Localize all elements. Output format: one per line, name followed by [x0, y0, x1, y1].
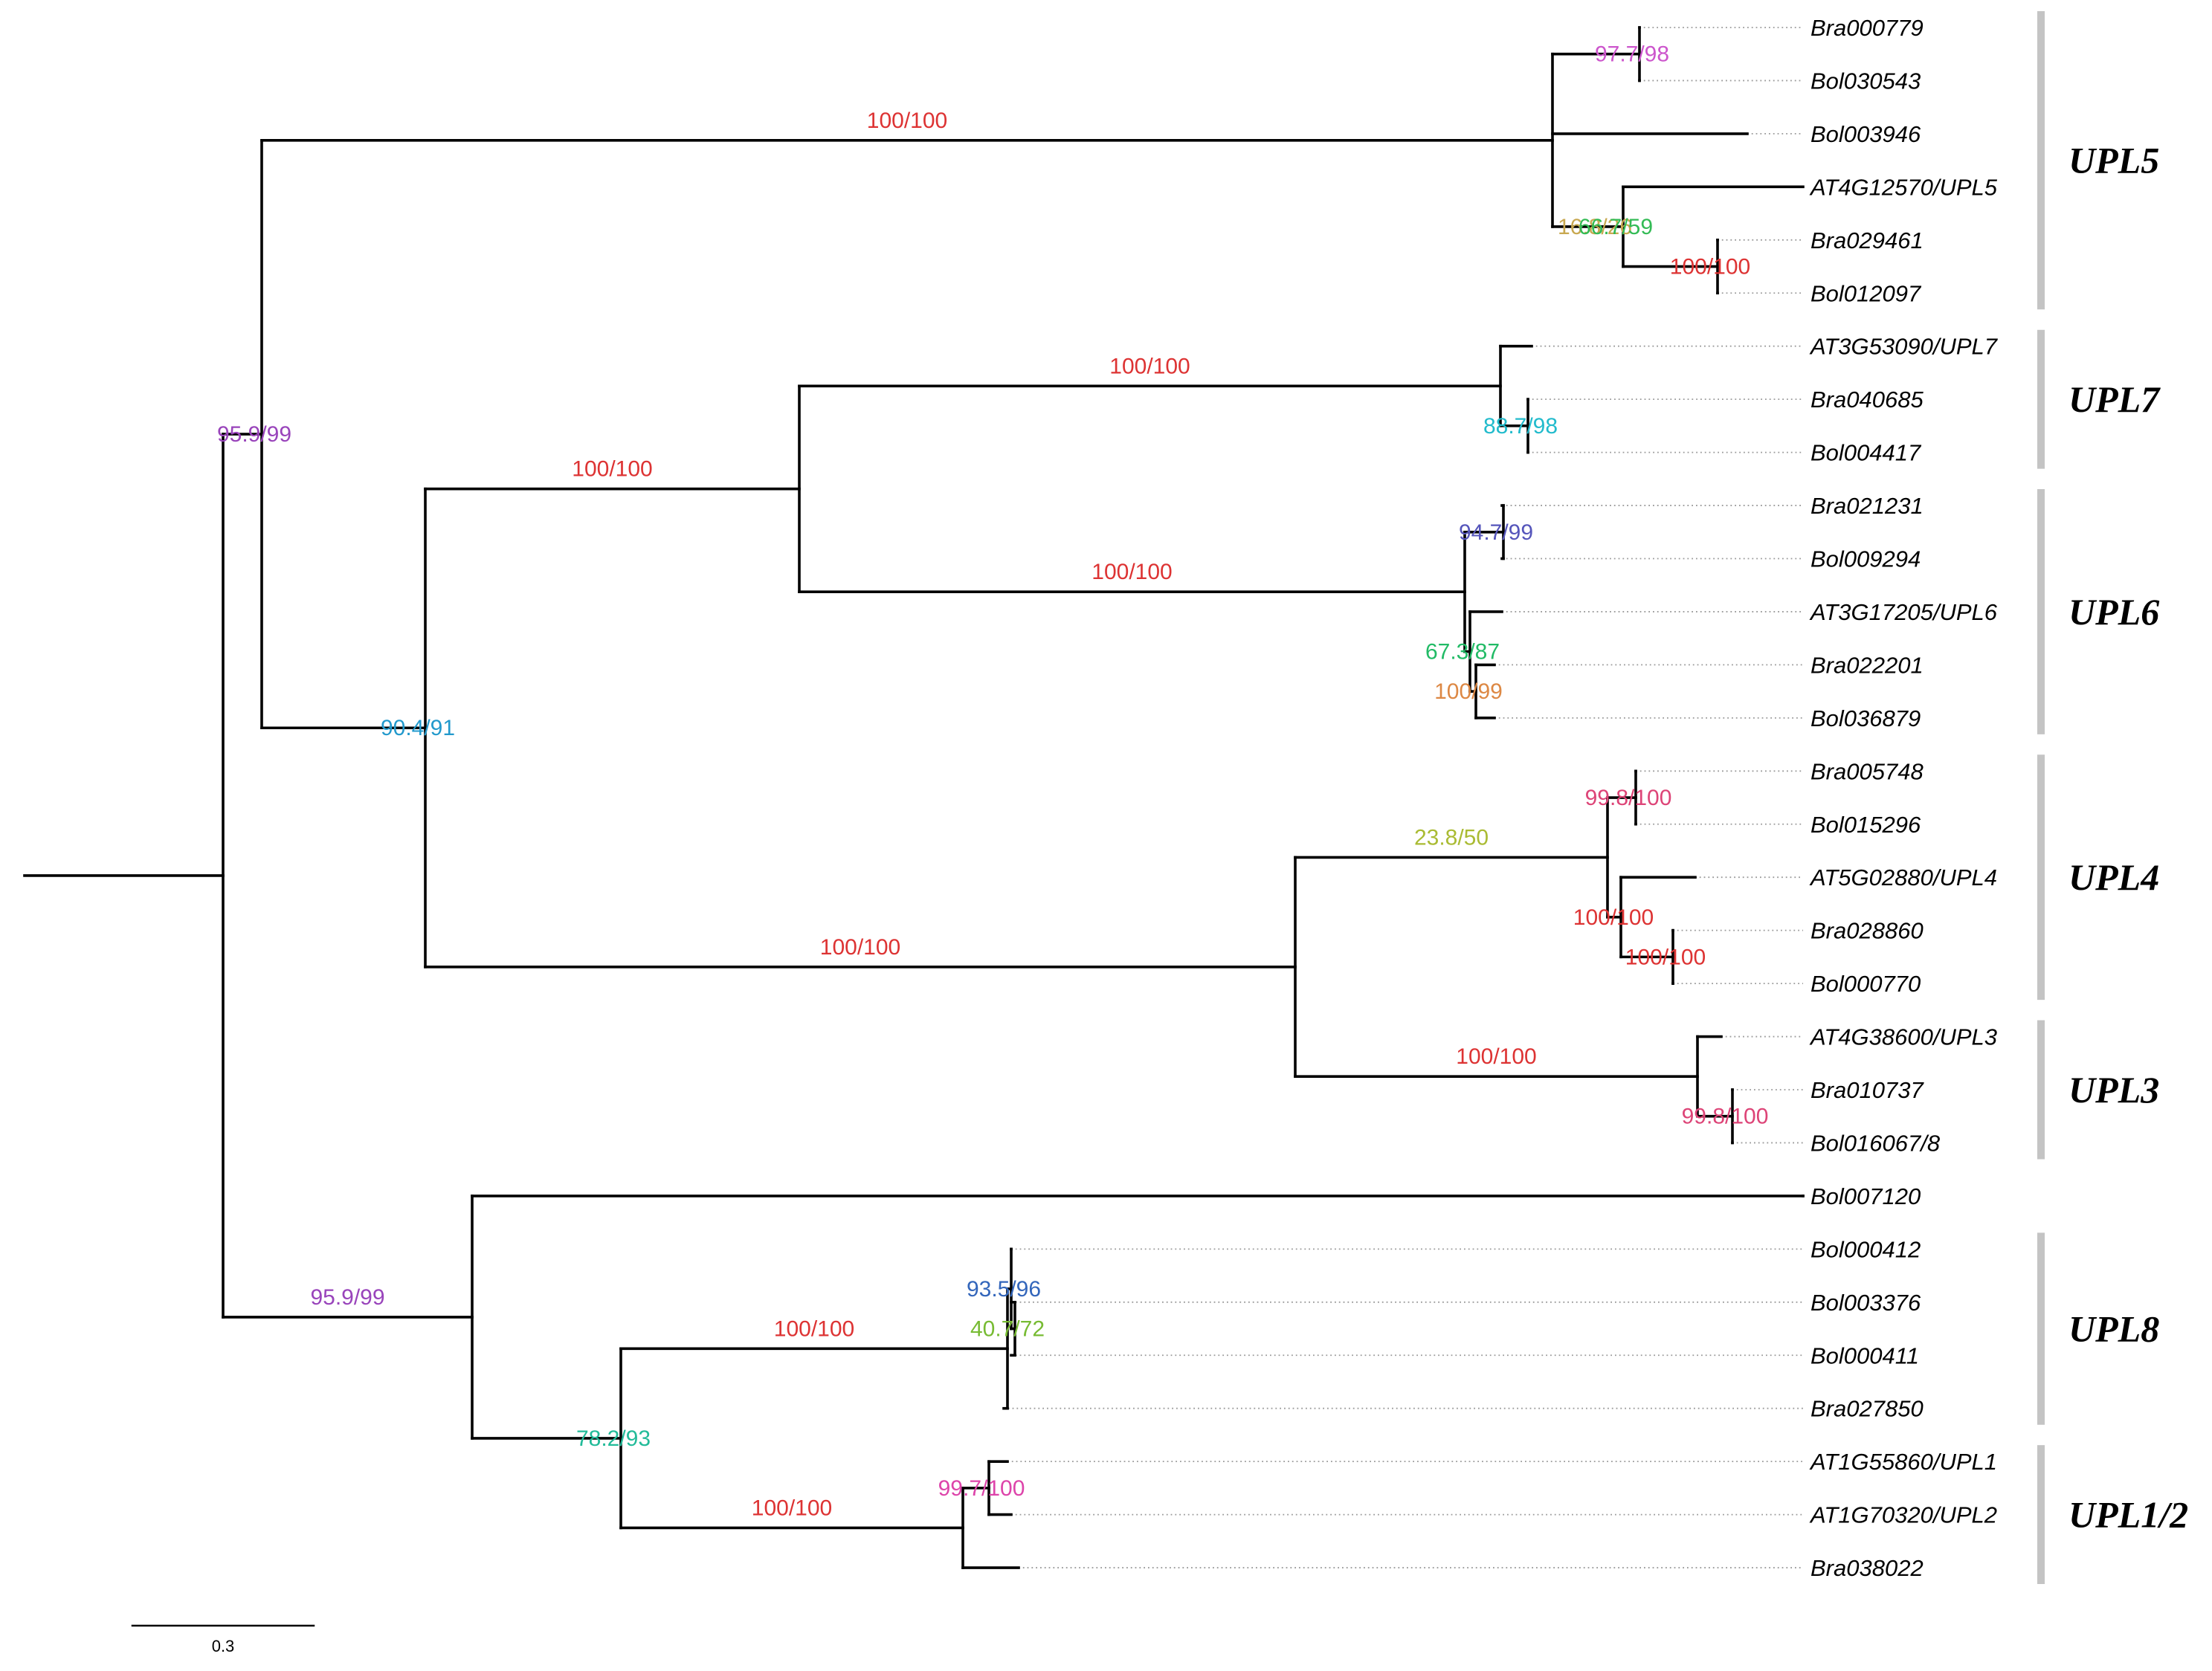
- leaf-label: Bol003376: [1810, 1290, 1921, 1316]
- leaf-label: AT1G70320/UPL2: [1809, 1502, 1997, 1528]
- leaf-label: AT4G38600/UPL3: [1809, 1024, 1997, 1050]
- support-value: 93.5/96: [967, 1277, 1041, 1302]
- leaf-label: Bol036879: [1810, 705, 1921, 731]
- leaf-label: Bol000770: [1810, 971, 1921, 997]
- support-value: 100/100: [820, 935, 900, 960]
- tree-branches: [23, 26, 1805, 1569]
- support-value: 100/100: [1670, 255, 1750, 279]
- leaf-label: AT4G12570/UPL5: [1809, 174, 1998, 200]
- leaf-label: Bra021231: [1810, 493, 1924, 519]
- leaf-label: Bra010737: [1810, 1077, 1924, 1103]
- support-value: 99.7/100: [938, 1476, 1025, 1501]
- scale-bar: 0.3: [131, 1624, 315, 1655]
- leaf-label: Bol007120: [1810, 1183, 1921, 1209]
- leaf-label: Bra028860: [1810, 918, 1924, 944]
- leaf-label: Bol015296: [1810, 812, 1921, 838]
- support-value: 100/100: [752, 1496, 832, 1520]
- support-value: 100/100: [1092, 560, 1172, 584]
- leaf-labels: Bra000779 Bol030543 Bol003946 AT4G12570/UPL…: [1809, 15, 1999, 1581]
- support-value: 100/100: [1625, 945, 1706, 969]
- support-value: 100/100: [572, 457, 652, 482]
- support-value: 100/100: [1456, 1044, 1536, 1069]
- clade-label: UPL1/2: [2068, 1494, 2188, 1536]
- support-value: 100/100: [1573, 905, 1654, 930]
- support-value: 67.3/87: [1425, 640, 1500, 665]
- leaf-label: Bol030543: [1810, 68, 1921, 94]
- leaf-label: Bra022201: [1810, 652, 1924, 678]
- support-value: 40.7/72: [970, 1317, 1045, 1342]
- leaf-label: Bra038022: [1810, 1555, 1924, 1581]
- leaf-label: AT3G17205/UPL6: [1809, 599, 1998, 625]
- leaf-label: Bol000412: [1810, 1236, 1921, 1262]
- support-value: 100/100: [867, 109, 947, 133]
- leaf-label: Bra005748: [1810, 758, 1924, 784]
- leaf-label: AT1G55860/UPL1: [1809, 1449, 1997, 1475]
- clade-label: UPL5: [2068, 140, 2159, 181]
- clade-label: UPL8: [2068, 1308, 2159, 1350]
- clade-annotations: UPL5 UPL7 UPL6 UPL4 UPL3 UPL8 UPL1/2: [2037, 11, 2188, 1585]
- clade-label: UPL7: [2068, 378, 2161, 420]
- leaf-guide-lines: [1004, 27, 1803, 1568]
- leaf-label: Bol000411: [1810, 1342, 1919, 1368]
- support-value: 23.8/50: [1414, 825, 1489, 850]
- support-value: 100/99: [1434, 679, 1503, 704]
- support-value: 99.8/100: [1585, 786, 1672, 810]
- leaf-label: Bra000779: [1810, 15, 1924, 41]
- support-value: 99.8/100: [1682, 1105, 1769, 1129]
- leaf-label: Bol009294: [1810, 546, 1921, 572]
- clade-label: UPL6: [2068, 591, 2159, 633]
- support-value: 78.2/93: [576, 1426, 651, 1451]
- support-value: 97.7/98: [1595, 42, 1669, 67]
- support-value: 100/100: [774, 1316, 854, 1341]
- leaf-label: AT3G53090/UPL7: [1809, 334, 1999, 360]
- support-value: 90.4/91: [381, 716, 455, 740]
- leaf-label: Bra027850: [1810, 1396, 1924, 1422]
- leaf-label: Bra040685: [1810, 387, 1924, 413]
- support-value: 88.7/98: [1483, 414, 1558, 439]
- clade-label: UPL3: [2068, 1069, 2159, 1111]
- support-value: 95.9/99: [310, 1285, 384, 1310]
- leaf-label: AT5G02880/UPL4: [1809, 864, 1997, 891]
- leaf-label: Bra029461: [1810, 227, 1924, 253]
- support-value: 94.7/99: [1459, 520, 1533, 545]
- leaf-label: Bol003946: [1810, 121, 1921, 147]
- leaf-label: Bol016067/8: [1810, 1130, 1941, 1156]
- support-value: 100/100: [1109, 354, 1190, 378]
- support-value: 66.7/59: [1579, 215, 1653, 239]
- clade-label: UPL4: [2068, 856, 2159, 898]
- leaf-label: Bol012097: [1810, 280, 1922, 306]
- leaf-label: Bol004417: [1810, 440, 1922, 466]
- support-value: 16.8/26: [1558, 215, 1632, 239]
- support-value: 95.9/99: [217, 422, 291, 447]
- scale-bar-label: 0.3: [212, 1637, 235, 1655]
